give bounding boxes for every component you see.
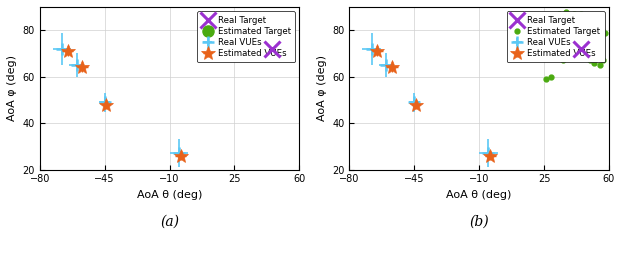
Text: (b): (b) bbox=[470, 215, 489, 229]
X-axis label: AoA θ (deg): AoA θ (deg) bbox=[447, 190, 512, 200]
Y-axis label: AoA φ (deg): AoA φ (deg) bbox=[317, 55, 327, 121]
X-axis label: AoA θ (deg): AoA θ (deg) bbox=[137, 190, 202, 200]
Y-axis label: AoA φ (deg): AoA φ (deg) bbox=[7, 55, 17, 121]
Legend: Real Target, Estimated Target, Real VUEs, Estimated VUEs: Real Target, Estimated Target, Real VUEs… bbox=[197, 11, 295, 62]
Text: (a): (a) bbox=[160, 215, 179, 229]
Legend: Real Target, Estimated Target, Real VUEs, Estimated VUEs: Real Target, Estimated Target, Real VUEs… bbox=[506, 11, 605, 62]
